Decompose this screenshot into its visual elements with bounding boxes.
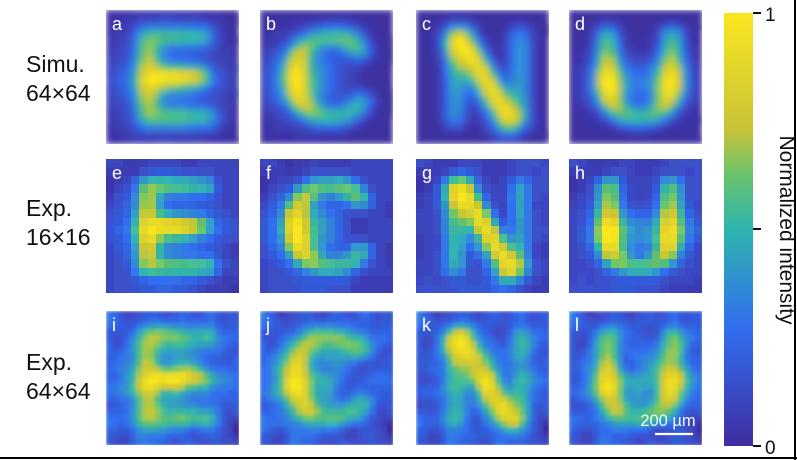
svg-text:e: e — [112, 163, 122, 183]
svg-text:h: h — [575, 163, 585, 183]
svg-text:1: 1 — [765, 5, 776, 26]
svg-text:k: k — [422, 315, 432, 335]
svg-text:0: 0 — [765, 438, 776, 459]
svg-text:l: l — [575, 315, 579, 335]
svg-text:a: a — [112, 14, 123, 34]
svg-text:d: d — [575, 14, 585, 34]
svg-text:j: j — [265, 315, 270, 335]
svg-text:200 µm: 200 µm — [640, 412, 695, 430]
svg-text:b: b — [266, 14, 276, 34]
svg-text:g: g — [422, 163, 432, 183]
svg-text:c: c — [422, 14, 431, 34]
svg-text:i: i — [112, 315, 116, 335]
